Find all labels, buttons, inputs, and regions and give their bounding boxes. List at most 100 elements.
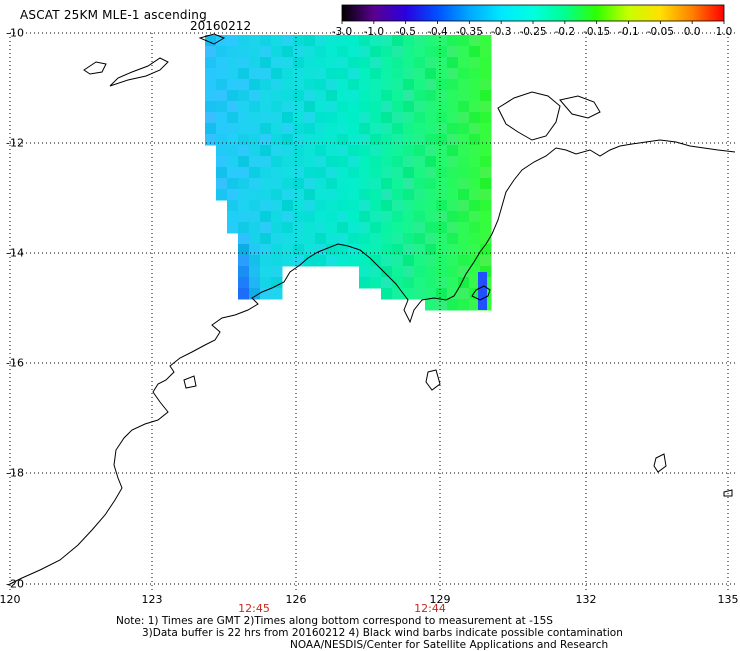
- swath-cell: [414, 35, 426, 47]
- swath-cell: [447, 299, 459, 311]
- pass-time-label: 12:45: [238, 602, 270, 615]
- swath-cell: [260, 222, 272, 234]
- swath-cell: [304, 167, 316, 179]
- swath-cell: [425, 178, 437, 190]
- swath-cell: [414, 156, 426, 168]
- swath-cell: [469, 288, 481, 300]
- swath-cell: [326, 178, 338, 190]
- swath-cell: [414, 211, 426, 223]
- swath-cell: [315, 101, 327, 113]
- swath-cell: [414, 200, 426, 212]
- swath-cell: [381, 244, 393, 256]
- swath-cell: [359, 123, 371, 135]
- swath-cell: [469, 134, 481, 146]
- swath-cell: [326, 211, 338, 223]
- swath-cell: [293, 123, 305, 135]
- swath-cell: [381, 266, 393, 278]
- swath-cell: [282, 178, 294, 190]
- swath-cell: [469, 200, 481, 212]
- swath-cell: [458, 211, 470, 223]
- swath-cell: [480, 145, 492, 157]
- swath-cell: [436, 156, 448, 168]
- swath-cell: [271, 167, 283, 179]
- swath-cell: [436, 222, 448, 234]
- swath-cell: [315, 211, 327, 223]
- swath-cell: [370, 222, 382, 234]
- swath-cell: [205, 112, 217, 124]
- swath-cell: [271, 35, 283, 47]
- swath-cell: [359, 167, 371, 179]
- swath-cell: [359, 222, 371, 234]
- swath-cell: [370, 189, 382, 201]
- swath-cell: [337, 211, 349, 223]
- swath-cell: [392, 145, 404, 157]
- swath-cell: [282, 57, 294, 69]
- swath-cell: [260, 288, 272, 300]
- swath-cell: [403, 112, 415, 124]
- lon-label: 126: [285, 593, 307, 606]
- swath-cell: [425, 57, 437, 69]
- swath-cell: [403, 222, 415, 234]
- swath-cell: [260, 167, 272, 179]
- swath-cell: [282, 233, 294, 245]
- swath-cell: [227, 46, 239, 58]
- swath-cell: [392, 244, 404, 256]
- colorbar-label: -0.35: [455, 26, 483, 38]
- swath-cell: [271, 101, 283, 113]
- swath-cell: [480, 68, 492, 80]
- swath-cell: [425, 79, 437, 91]
- colorbar-label: -0.25: [519, 26, 547, 38]
- swath-cell: [447, 255, 459, 267]
- swath-cell: [458, 167, 470, 179]
- swath-cell: [436, 288, 448, 300]
- swath-cell: [480, 244, 492, 256]
- swath-cell: [392, 101, 404, 113]
- swath-cell: [458, 244, 470, 256]
- swath-cell: [381, 233, 393, 245]
- swath-cell: [403, 134, 415, 146]
- swath-cell: [381, 156, 393, 168]
- swath-cell: [480, 156, 492, 168]
- swath-cell: [337, 101, 349, 113]
- swath-cell: [469, 266, 481, 278]
- swath-cell: [458, 178, 470, 190]
- note-line-3: NOAA/NESDIS/Center for Satellite Applica…: [290, 639, 609, 651]
- swath-cell: [205, 57, 217, 69]
- swath-cell: [370, 255, 382, 267]
- swath-cell: [282, 255, 294, 267]
- swath-cell: [249, 134, 261, 146]
- swath-cell: [216, 79, 228, 91]
- swath-cell: [436, 233, 448, 245]
- swath-cell: [480, 134, 492, 146]
- swath-cell: [227, 145, 239, 157]
- swath-cell: [238, 211, 250, 223]
- swath-cell: [414, 178, 426, 190]
- swath-cell: [447, 101, 459, 113]
- swath-cell: [436, 123, 448, 135]
- swath-cell: [447, 211, 459, 223]
- swath-cell: [381, 178, 393, 190]
- swath-cell: [348, 255, 360, 267]
- swath-cell: [238, 134, 250, 146]
- swath-cell: [315, 57, 327, 69]
- swath-cell: [447, 266, 459, 278]
- swath-cell: [425, 299, 437, 311]
- swath-cell: [392, 266, 404, 278]
- swath-cell: [337, 68, 349, 80]
- colorbar-label: -0.4: [427, 26, 448, 38]
- swath-cell: [315, 255, 327, 267]
- swath-cell: [381, 288, 393, 300]
- swath-cell: [260, 233, 272, 245]
- swath-cell: [293, 167, 305, 179]
- lon-label: 129: [429, 593, 451, 606]
- swath-cell: [337, 123, 349, 135]
- swath-cell: [271, 255, 283, 267]
- swath-cell: [480, 35, 492, 47]
- swath-cell: [425, 112, 437, 124]
- swath-cell: [216, 156, 228, 168]
- swath-cell: [436, 266, 448, 278]
- swath-cell: [469, 90, 481, 102]
- swath-cell: [304, 57, 316, 69]
- swath-cell: [392, 277, 404, 289]
- swath-cell: [403, 35, 415, 47]
